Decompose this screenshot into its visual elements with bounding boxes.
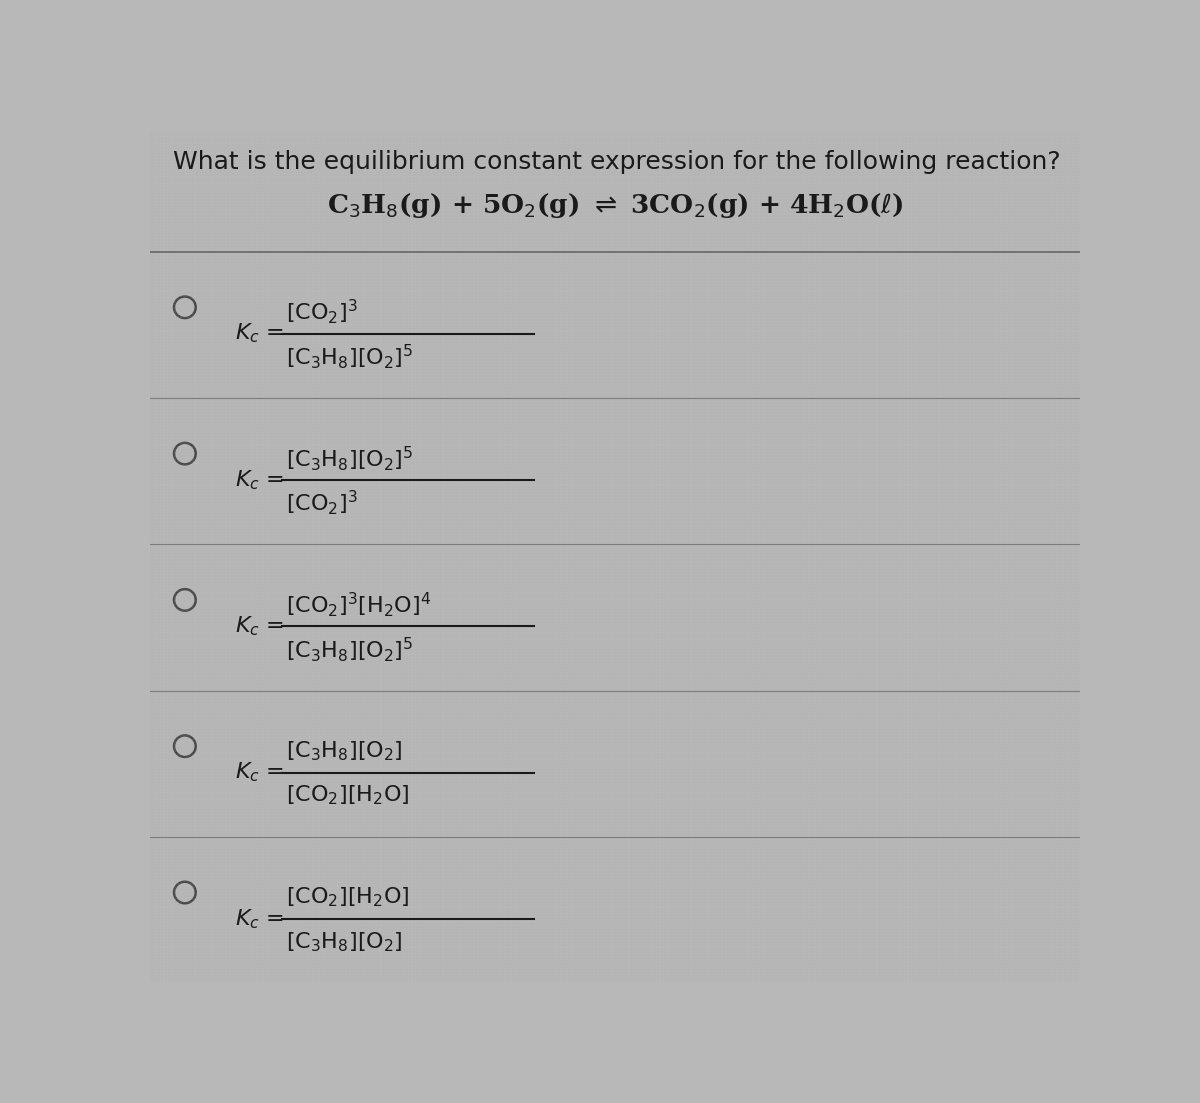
Text: $[\mathrm{C_3H_8}][\mathrm{O_2}]^5$: $[\mathrm{C_3H_8}][\mathrm{O_2}]^5$ (286, 342, 413, 371)
Text: $K_c$ =: $K_c$ = (235, 761, 284, 784)
Text: $K_c$ =: $K_c$ = (235, 614, 284, 638)
Text: What is the equilibrium constant expression for the following reaction?: What is the equilibrium constant express… (173, 150, 1061, 173)
Text: $K_c$ =: $K_c$ = (235, 468, 284, 492)
Text: $[\mathrm{C_3H_8}][\mathrm{O_2}]$: $[\mathrm{C_3H_8}][\mathrm{O_2}]$ (286, 930, 402, 954)
Text: $[\mathrm{CO_2}][\mathrm{H_2O}]$: $[\mathrm{CO_2}][\mathrm{H_2O}]$ (286, 886, 409, 909)
Text: C$_3$H$_8$(g) + 5O$_2$(g) $\rightleftharpoons$ 3CO$_2$(g) + 4H$_2$O($\ell$): C$_3$H$_8$(g) + 5O$_2$(g) $\rightlefthar… (326, 191, 904, 219)
Text: $[\mathrm{CO_2}]^3[\mathrm{H_2O}]^4$: $[\mathrm{CO_2}]^3[\mathrm{H_2O}]^4$ (286, 590, 431, 619)
Text: $[\mathrm{C_3H_8}][\mathrm{O_2}]^5$: $[\mathrm{C_3H_8}][\mathrm{O_2}]^5$ (286, 445, 413, 473)
Text: $[\mathrm{CO_2}]^3$: $[\mathrm{CO_2}]^3$ (286, 489, 358, 517)
Text: $[\mathrm{CO_2}][\mathrm{H_2O}]$: $[\mathrm{CO_2}][\mathrm{H_2O}]$ (286, 784, 409, 807)
Text: $K_c$ =: $K_c$ = (235, 322, 284, 345)
Text: $[\mathrm{C_3H_8}][\mathrm{O_2}]$: $[\mathrm{C_3H_8}][\mathrm{O_2}]$ (286, 739, 402, 763)
Text: $K_c$ =: $K_c$ = (235, 907, 284, 931)
Text: $[\mathrm{CO_2}]^3$: $[\mathrm{CO_2}]^3$ (286, 298, 358, 326)
Text: $[\mathrm{C_3H_8}][\mathrm{O_2}]^5$: $[\mathrm{C_3H_8}][\mathrm{O_2}]^5$ (286, 635, 413, 664)
